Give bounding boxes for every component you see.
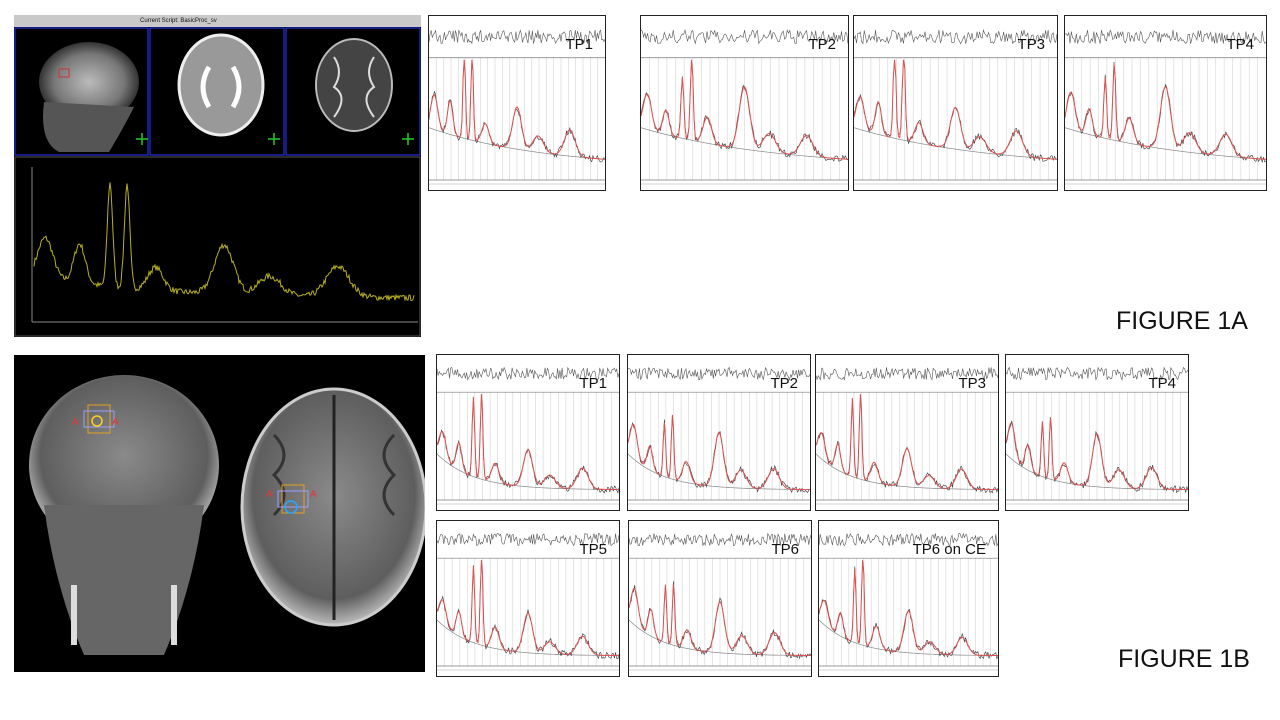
spectrum-plot [854, 29, 1057, 185]
spectrum-plot [816, 367, 998, 505]
spectrum-panel: TP6 on CE [818, 520, 999, 677]
measured-spectrum [641, 59, 848, 162]
software-screenshot: Current Script: BasicProc_sv [14, 15, 421, 337]
screenshot-canvas [14, 27, 421, 337]
timepoint-label: TP3 [958, 375, 986, 392]
spectrum-plot [641, 28, 848, 185]
fitted-spectrum [816, 394, 998, 490]
measured-spectrum [437, 560, 619, 660]
spectrum-panel: TP4 [1005, 354, 1189, 511]
fitted-spectrum [629, 584, 811, 656]
spectrum-plot [819, 532, 998, 671]
voxel-marker: A [310, 489, 317, 500]
spectrum-plot [628, 366, 810, 505]
residual-line [629, 532, 811, 547]
spectrum-plot [429, 29, 605, 185]
fitted-spectrum [641, 59, 848, 160]
figure-label: FIGURE 1A [1116, 307, 1248, 335]
fitted-spectrum [429, 59, 605, 160]
timepoint-label: TP2 [770, 375, 798, 392]
voxel-marker: A [266, 489, 273, 500]
timepoint-label: TP6 on CE [912, 541, 986, 558]
timepoint-label: TP1 [579, 375, 607, 392]
spectrum-panel: TP3 [853, 15, 1058, 191]
timepoint-label: TP5 [579, 541, 607, 558]
residual-line [429, 29, 605, 45]
spectrum-panel: TP3 [815, 354, 999, 511]
voxel-marker: A [72, 417, 79, 428]
spectrum-panel: TP5 [436, 520, 620, 677]
spectrum-plot [437, 366, 619, 505]
spectrum-panel: TP2 [627, 354, 811, 511]
fitted-spectrum [437, 560, 619, 656]
figure-label: FIGURE 1B [1118, 645, 1250, 673]
mri-images: A A A A [14, 355, 428, 672]
residual-line [854, 29, 1057, 45]
timepoint-label: TP4 [1226, 36, 1254, 53]
residual-line [1065, 29, 1266, 45]
spectrum-panel: TP2 [640, 15, 849, 191]
fitted-spectrum [1006, 417, 1188, 490]
timepoint-label: TP1 [565, 36, 593, 53]
timepoint-label: TP3 [1017, 36, 1045, 53]
timepoint-label: TP2 [808, 36, 836, 53]
residual-line [437, 366, 619, 381]
residual-line [1006, 366, 1188, 381]
residual-line [816, 367, 998, 381]
fitted-spectrum [628, 414, 810, 490]
residual-line [628, 366, 810, 381]
spectrum-plot [437, 532, 619, 671]
spectrum-panel: TP1 [428, 15, 606, 191]
fitted-spectrum [854, 59, 1057, 160]
mri-canvas: A A A A [29, 375, 428, 655]
residual-line [437, 532, 619, 547]
toolbar: Current Script: BasicProc_sv [14, 15, 421, 27]
spectrum-panel: TP4 [1064, 15, 1267, 191]
spectrum-panel: TP1 [436, 354, 620, 511]
voxel-marker: A [112, 417, 119, 428]
spectrum-plot [1065, 29, 1266, 185]
fitted-spectrum [437, 394, 619, 490]
spectrum-plot [1006, 366, 1188, 505]
residual-line [641, 28, 848, 45]
residual-line [819, 532, 998, 547]
fitted-spectrum [1065, 63, 1266, 160]
timepoint-label: TP6 [771, 541, 799, 558]
spectrum-plot [629, 532, 811, 671]
spectrum-panel: TP6 [628, 520, 812, 677]
timepoint-label: TP4 [1148, 375, 1176, 392]
fitted-spectrum [819, 560, 998, 656]
toolbar-script: Current Script: BasicProc_sv [140, 18, 217, 24]
